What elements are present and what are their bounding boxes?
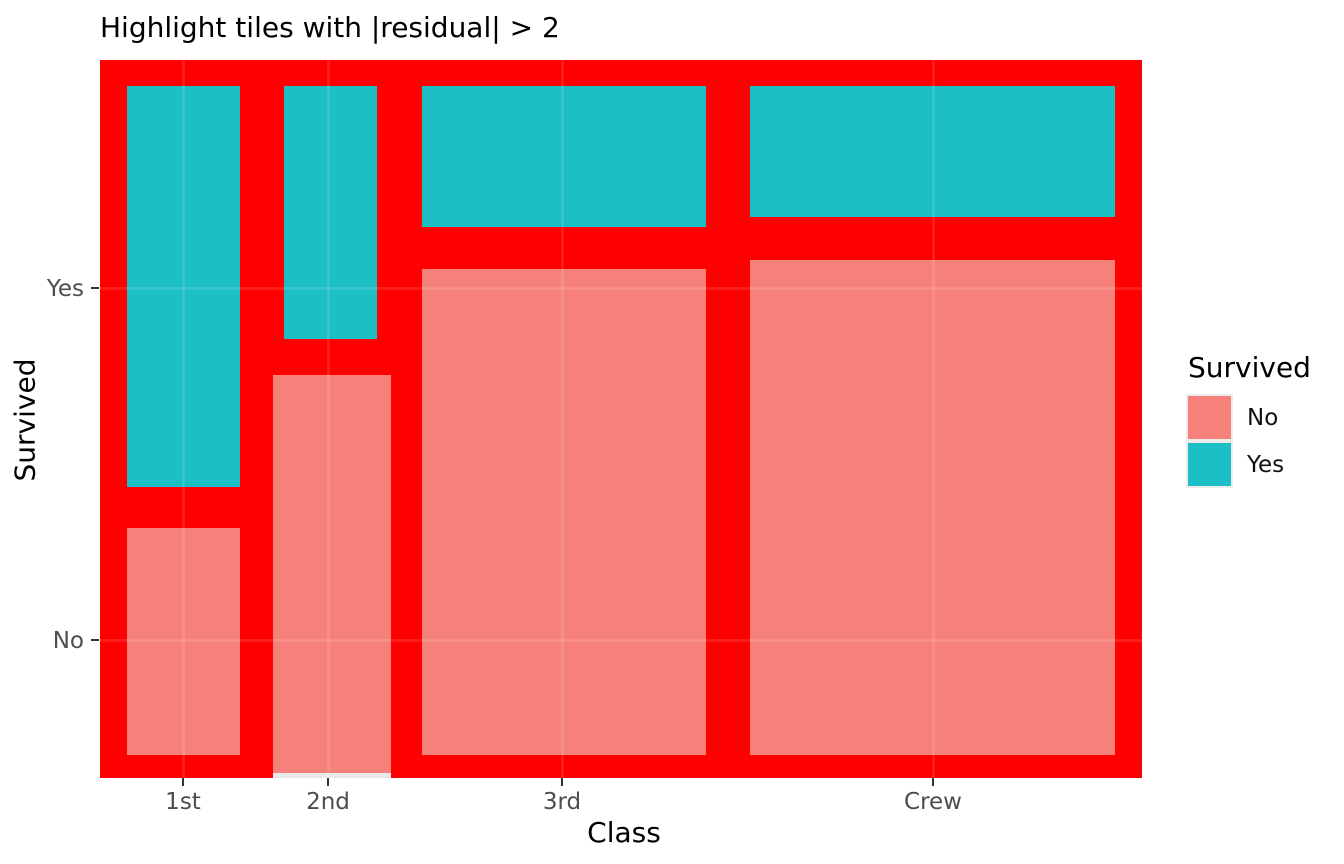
legend-key-background (1186, 394, 1233, 441)
tile-crew-no (750, 260, 1115, 755)
tile-crew-yes (750, 86, 1115, 217)
tile-2nd-yes (284, 86, 377, 339)
x-tick-label-crew: Crew (904, 789, 962, 815)
x-tick-label-2nd: 2nd (306, 789, 350, 815)
y-tick-label-yes: Yes (46, 276, 84, 302)
legend-swatch-no (1188, 396, 1231, 439)
x-tick-label-3rd: 3rd (542, 789, 582, 815)
tile-2nd-no (273, 375, 391, 773)
x-axis-tick (182, 778, 184, 786)
y-axis-tick (91, 287, 99, 289)
legend-title: Survived (1188, 351, 1311, 384)
legend-label-no: No (1247, 404, 1279, 431)
x-axis-tick (561, 778, 563, 786)
panel-gap-strip (273, 773, 391, 778)
legend-entry-no: No (1186, 394, 1344, 441)
tile-1st-yes (127, 86, 240, 487)
x-axis-tick (327, 778, 329, 786)
legend-key-background (1186, 441, 1233, 488)
x-tick-label-1st: 1st (165, 789, 201, 815)
plot-title: Highlight tiles with |residual| > 2 (100, 11, 560, 44)
tile-1st-no (127, 528, 240, 755)
y-tick-label-no: No (52, 628, 84, 654)
y-axis-title: Survived (8, 358, 42, 482)
legend-label-yes: Yes (1247, 451, 1285, 478)
panel (100, 60, 1142, 778)
tile-3rd-yes (422, 86, 706, 227)
tile-3rd-no (422, 269, 706, 755)
x-axis-title: Class (587, 816, 661, 849)
y-axis-tick (91, 639, 99, 641)
legend-entry-yes: Yes (1186, 441, 1344, 488)
legend-swatch-yes (1188, 443, 1231, 486)
x-axis-tick (932, 778, 934, 786)
